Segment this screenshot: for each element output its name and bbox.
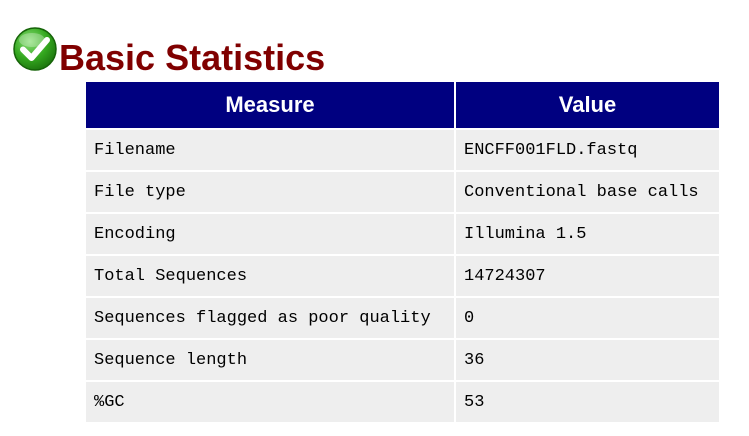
- table-row: Sequence length 36: [86, 340, 719, 380]
- table-row: Filename ENCFF001FLD.fastq: [86, 130, 719, 170]
- column-header-value: Value: [456, 82, 719, 128]
- value-cell: ENCFF001FLD.fastq: [456, 130, 719, 170]
- measure-cell: File type: [86, 172, 454, 212]
- measure-cell: Sequences flagged as poor quality: [86, 298, 454, 338]
- measure-cell: Total Sequences: [86, 256, 454, 296]
- value-cell: 0: [456, 298, 719, 338]
- value-cell: 36: [456, 340, 719, 380]
- table-header-row: Measure Value: [86, 82, 719, 128]
- table-row: File type Conventional base calls: [86, 172, 719, 212]
- value-cell: 53: [456, 382, 719, 422]
- measure-cell: %GC: [86, 382, 454, 422]
- measure-cell: Sequence length: [86, 340, 454, 380]
- table-row: Total Sequences 14724307: [86, 256, 719, 296]
- check-pass-icon: [13, 27, 57, 71]
- column-header-measure: Measure: [86, 82, 454, 128]
- page-title: Basic Statistics: [59, 37, 326, 78]
- basic-statistics-table: Measure Value Filename ENCFF001FLD.fastq…: [84, 80, 721, 424]
- value-cell: Conventional base calls: [456, 172, 719, 212]
- table-row: Sequences flagged as poor quality 0: [86, 298, 719, 338]
- measure-cell: Encoding: [86, 214, 454, 254]
- measure-cell: Filename: [86, 130, 454, 170]
- table-row: Encoding Illumina 1.5: [86, 214, 719, 254]
- value-cell: Illumina 1.5: [456, 214, 719, 254]
- value-cell: 14724307: [456, 256, 719, 296]
- table-row: %GC 53: [86, 382, 719, 422]
